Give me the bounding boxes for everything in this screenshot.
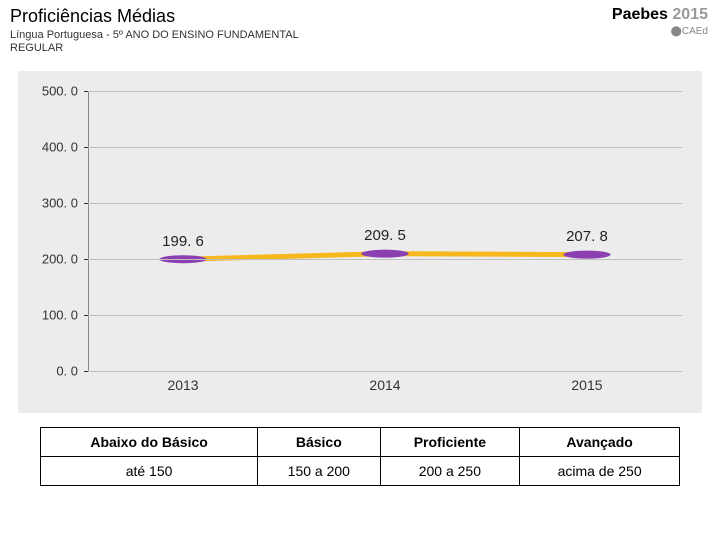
y-tick: [84, 259, 88, 260]
data-point: [563, 251, 611, 259]
y-tick: [84, 315, 88, 316]
legend-header: Básico: [258, 428, 380, 457]
subtitle: Língua Portuguesa - 5º ANO DO ENSINO FUN…: [10, 29, 710, 55]
data-point: [361, 250, 409, 258]
chart-area: 0. 0 100. 0 200. 0 300. 0 400. 0 500. 0 199. 6…: [18, 71, 702, 413]
proficiency-legend-table: Abaixo do Básico Básico Proficiente Avan…: [40, 427, 680, 486]
x-tick-label: 2015: [571, 377, 602, 393]
brand-name: Paebes: [612, 6, 668, 23]
table-row: até 150 150 a 200 200 a 250 acima de 250: [41, 457, 680, 486]
data-point-label: 199. 6: [162, 232, 204, 249]
x-tick-label: 2014: [369, 377, 400, 393]
y-tick-label: 300. 0: [28, 196, 78, 211]
brand-year: 2015: [672, 6, 708, 23]
legend-range: até 150: [41, 457, 258, 486]
page-title: Proficiências Médias: [10, 6, 710, 27]
y-tick-label: 0. 0: [28, 364, 78, 379]
brand-title: Paebes 2015: [612, 6, 708, 24]
y-tick: [84, 147, 88, 148]
data-point-label: 207. 8: [566, 228, 608, 245]
header: Proficiências Médias Língua Portuguesa -…: [0, 0, 720, 59]
subtitle-line1: Língua Portuguesa - 5º ANO DO ENSINO FUN…: [10, 29, 299, 41]
legend-header: Avançado: [520, 428, 680, 457]
gridline: [88, 91, 682, 92]
data-point-label: 209. 5: [364, 227, 406, 244]
gridline: [88, 203, 682, 204]
table-row: Abaixo do Básico Básico Proficiente Avan…: [41, 428, 680, 457]
gridline: [88, 315, 682, 316]
legend-header: Abaixo do Básico: [41, 428, 258, 457]
y-tick-label: 400. 0: [28, 140, 78, 155]
x-axis-labels: 2013 2014 2015: [88, 377, 682, 407]
y-tick-label: 200. 0: [28, 252, 78, 267]
y-tick: [84, 371, 88, 372]
y-tick: [84, 91, 88, 92]
legend-range: 150 a 200: [258, 457, 380, 486]
legend-range: acima de 250: [520, 457, 680, 486]
legend-header: Proficiente: [380, 428, 520, 457]
y-tick: [84, 203, 88, 204]
gridline: [88, 259, 682, 260]
y-tick-label: 500. 0: [28, 84, 78, 99]
brand: Paebes 2015 ⬤CAEd: [612, 6, 708, 37]
plot-area: 0. 0100. 0200. 0300. 0400. 0500. 0199. 6…: [88, 91, 682, 371]
gridline: [88, 371, 682, 372]
legend-range: 200 a 250: [380, 457, 520, 486]
subtitle-line2: REGULAR: [10, 42, 63, 54]
brand-logo: ⬤CAEd: [612, 26, 708, 37]
x-tick-label: 2013: [167, 377, 198, 393]
gridline: [88, 147, 682, 148]
y-tick-label: 100. 0: [28, 308, 78, 323]
